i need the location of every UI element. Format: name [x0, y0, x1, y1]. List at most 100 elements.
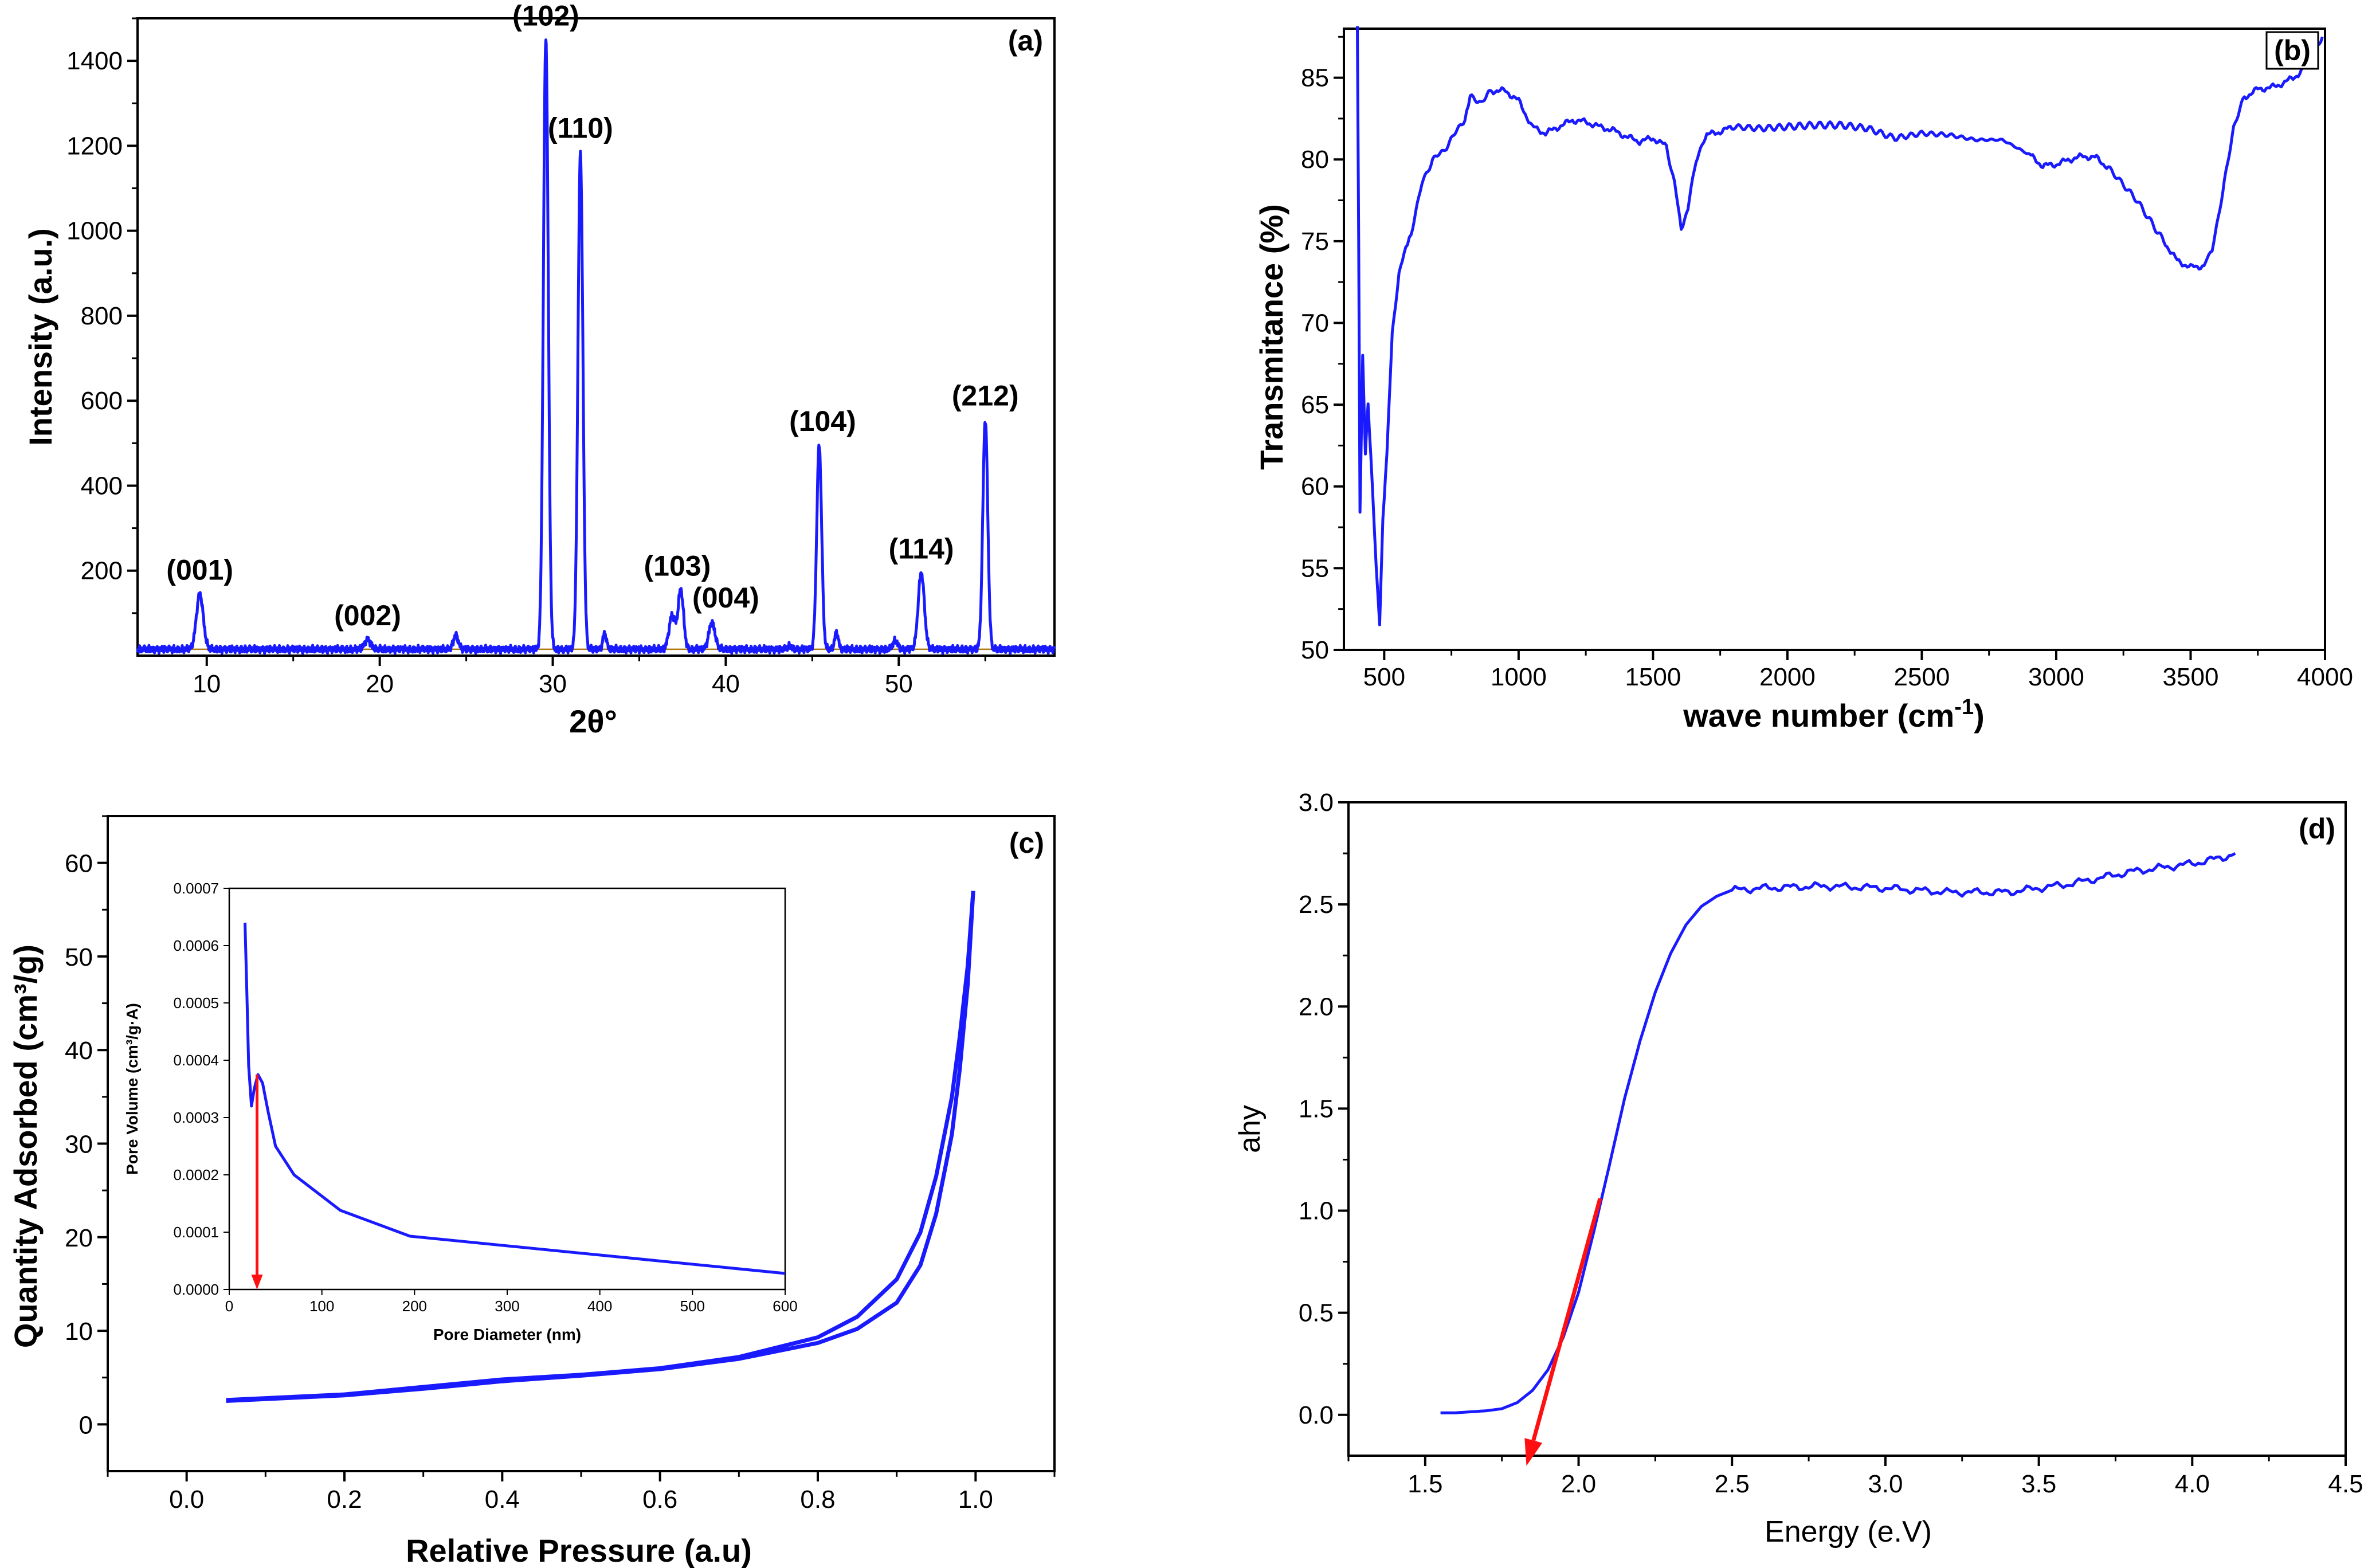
- panel-a-y-axis-title: Intensity (a.u.): [22, 228, 58, 446]
- panel-c-inset-y-tick-label: 0.0006: [173, 937, 219, 954]
- panel-b-y-tick-label: 85: [1301, 64, 1329, 92]
- panel-a-frame: [136, 17, 1056, 657]
- panel-d-tangent-arrow: [1531, 1198, 1602, 1441]
- panel-c-inset-pore-distribution: [244, 922, 786, 1275]
- panel-a-peak-label: (002): [334, 599, 401, 632]
- panel-c-inset-x-tick-label: 300: [495, 1297, 519, 1315]
- panel-b-y-tick-label: 55: [1301, 554, 1329, 582]
- panel-c-inset-x-tick-label: 200: [402, 1297, 427, 1315]
- panel-b-x-tick-label: 4000: [2297, 663, 2353, 691]
- panel-a-peak-label: (104): [789, 405, 856, 437]
- panel-d-x-axis-title: Energy (e.V): [1765, 1515, 1932, 1549]
- panel-b-y-tick-label: 65: [1301, 391, 1329, 419]
- panel-a-peak-label: (114): [889, 533, 954, 565]
- panel-c-inset-x-tick-label: 500: [680, 1297, 705, 1315]
- panel-a-peak-label: (110): [548, 112, 613, 144]
- panel-b-y-ticks: 50 55 60 65 70 75 80 85: [1301, 36, 1344, 664]
- panel-c-inset-y-axis-title: Pore Volume (cm³/g·A): [123, 1003, 141, 1175]
- panel-c-y-tick-label: 40: [65, 1037, 93, 1065]
- panel-c-desorption-branch: [226, 891, 975, 1402]
- panel-b-x-tick-label: 500: [1363, 663, 1405, 691]
- panel-d-x-tick-label: 1.5: [1408, 1470, 1442, 1498]
- panel-d-energy-curve: [1440, 852, 2236, 1414]
- panel-d-y-tick-label: 0.0: [1299, 1401, 1334, 1429]
- panel-b-letter: (b): [2274, 34, 2311, 66]
- panel-d-x-tick-label: 4.0: [2175, 1470, 2210, 1498]
- panel-d-y-ticks: 0.0 0.5 1.0 1.5 2.0 2.5 3.0: [1299, 789, 1348, 1429]
- panel-c-y-tick-label: 10: [65, 1318, 93, 1346]
- panel-b-x-tick-label: 1500: [1625, 663, 1681, 691]
- panel-a: 10 20 30 40 50 200 400 600 800 1000 1200 1400 (001…: [22, 0, 1056, 739]
- panel-c-inset-y-tick-label: 0.0003: [173, 1109, 219, 1126]
- panel-c-y-ticks: 0 10 20 30 40 50 60: [65, 815, 108, 1439]
- panel-d-x-ticks: 1.5 2.0 2.5 3.0 3.5 4.0 4.5: [1347, 1456, 2363, 1498]
- panel-c-inset-x-ticks: 0 100 200 300 400 500 600: [225, 1289, 798, 1315]
- panel-b-x-tick-label: 3000: [2028, 663, 2084, 691]
- panel-c-inset-x-tick-label: 600: [773, 1297, 797, 1315]
- panel-c-inset-arrow-head: [251, 1275, 263, 1289]
- panel-b-y-tick-label: 80: [1301, 146, 1329, 174]
- panel-d-letter: (d): [2299, 813, 2335, 845]
- panel-c-inset-x-tick-label: 0: [225, 1297, 233, 1315]
- panel-c-x-ticks: 0.0 0.2 0.4 0.6 0.8 1.0: [107, 1471, 1056, 1514]
- panel-c-inset-y-tick-label: 0.0002: [173, 1166, 219, 1183]
- panel-d-y-tick-label: 1.0: [1299, 1197, 1334, 1225]
- panel-c-y-tick-label: 30: [65, 1131, 93, 1159]
- panel-b-y-tick-label: 70: [1301, 309, 1329, 337]
- panel-a-y-tick-label: 400: [81, 472, 123, 500]
- panel-c-x-tick-label: 0.6: [642, 1485, 677, 1514]
- panel-d-y-tick-label: 2.5: [1299, 891, 1334, 919]
- panel-a-x-tick-label: 30: [539, 670, 567, 698]
- panel-a-y-tick-label: 1000: [66, 217, 123, 245]
- panel-d-y-axis-title: ahy: [1233, 1105, 1267, 1153]
- panel-c: 0.0 0.2 0.4 0.6 0.8 1.0 0 10 20 30 40 50 60 (c) Rel…: [7, 815, 1056, 1568]
- panel-c-inset-y-tick-label: 0.0005: [173, 994, 219, 1012]
- panel-a-y-tick-label: 200: [81, 557, 123, 585]
- panel-b-x-axis-title-main: wave number (cm: [1683, 697, 1954, 734]
- panel-b-x-tick-label: 2000: [1759, 663, 1816, 691]
- panel-b-x-axis-title: wave number (cm-1): [1683, 695, 1985, 734]
- panel-b-x-axis-title-tail: ): [1974, 697, 1985, 734]
- panel-b: 500 1000 1500 2000 2500 3000 3500 4000 50 55 60 65…: [1253, 26, 2353, 734]
- panel-b-letter-box: [2265, 31, 2319, 70]
- panel-b-x-tick-label: 1000: [1491, 663, 1547, 691]
- panel-a-x-tick-label: 40: [712, 670, 740, 698]
- panel-d-x-tick-label: 2.5: [1715, 1470, 1750, 1498]
- panel-c-inset-y-tick-label: 0.0004: [173, 1052, 219, 1069]
- panel-a-peak-labels: (001) (002) (102) (110) (103)(004) (104) (114)…: [166, 0, 1018, 632]
- panel-c-y-tick-label: 60: [65, 850, 93, 878]
- panel-c-x-tick-label: 1.0: [958, 1485, 993, 1514]
- panel-a-y-ticks: 200 400 600 800 1000 1200 1400: [66, 17, 138, 614]
- panel-c-inset: 0 100 200 300 400 500 600 0.00000.00010.00020.…: [123, 880, 798, 1343]
- panel-b-y-axis-title: Transmitance (%): [1253, 204, 1289, 470]
- panel-d-y-tick-label: 0.5: [1299, 1299, 1334, 1327]
- panel-c-inset-y-tick-label: 0.0000: [173, 1281, 219, 1298]
- panel-c-letter: (c): [1009, 827, 1044, 859]
- panel-c-inset-x-tick-label: 100: [309, 1297, 334, 1315]
- panel-c-inset-background: [229, 888, 785, 1289]
- panel-b-ftir-spectrum: [1356, 26, 2324, 626]
- panel-a-x-tick-label: 50: [885, 670, 913, 698]
- panel-a-y-tick-label: 1400: [66, 47, 123, 75]
- panel-a-peak-label: (103): [644, 550, 711, 582]
- panel-a-x-ticks: 10 20 30 40 50: [193, 656, 986, 698]
- panel-c-x-axis-title: Relative Pressure (a.u): [406, 1532, 752, 1568]
- panel-d-x-tick-label: 4.5: [2328, 1470, 2363, 1498]
- panel-b-x-tick-label: 2500: [1893, 663, 1950, 691]
- panel-c-x-tick-label: 0.4: [485, 1485, 520, 1514]
- panel-a-y-tick-label: 800: [81, 302, 123, 330]
- panel-d-x-tick-label: 3.5: [2021, 1470, 2056, 1498]
- panel-c-x-tick-label: 0.0: [169, 1485, 204, 1514]
- panel-a-y-tick-label: 600: [81, 387, 123, 415]
- panel-c-x-tick-label: 0.8: [800, 1485, 835, 1514]
- panel-c-y-tick-label: 50: [65, 943, 93, 971]
- panel-b-x-tick-label: 3500: [2163, 663, 2219, 691]
- panel-d: 1.5 2.0 2.5 3.0 3.5 4.0 4.5 0.0 0.5 1.0 1.5 2.0 2.5…: [1233, 789, 2363, 1549]
- panel-a-peak-label: (212): [952, 380, 1019, 412]
- panel-a-y-tick-label: 1200: [66, 132, 123, 160]
- panel-d-y-tick-label: 2.0: [1299, 993, 1334, 1021]
- panel-b-x-ticks: 500 1000 1500 2000 2500 3000 3500 4000: [1363, 650, 2353, 691]
- panel-b-x-axis-title-sup: -1: [1954, 695, 1974, 719]
- panel-b-frame: [1343, 28, 2326, 651]
